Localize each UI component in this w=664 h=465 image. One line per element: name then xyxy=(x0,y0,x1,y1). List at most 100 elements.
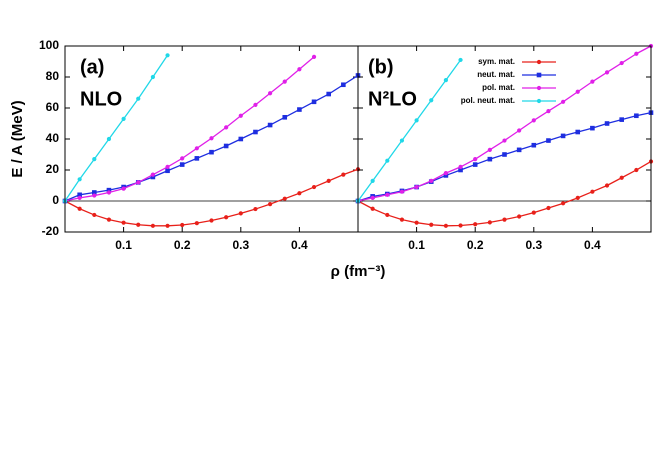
marker xyxy=(180,156,185,161)
x-tick-label: 0.2 xyxy=(467,238,484,252)
marker xyxy=(575,129,581,135)
y-tick-label: 0 xyxy=(52,193,59,207)
marker xyxy=(399,217,405,222)
marker xyxy=(165,164,170,169)
marker xyxy=(473,157,478,162)
x-tick-label: 0.3 xyxy=(525,238,542,252)
marker xyxy=(150,223,155,228)
marker xyxy=(516,147,522,153)
marker xyxy=(150,172,155,177)
marker xyxy=(150,74,155,80)
marker xyxy=(77,177,82,182)
marker xyxy=(253,102,258,107)
y-tick-label: 100 xyxy=(39,38,59,52)
marker xyxy=(429,178,434,183)
marker xyxy=(297,107,302,112)
marker xyxy=(165,223,170,228)
series-line xyxy=(64,56,315,202)
marker xyxy=(443,223,448,228)
marker xyxy=(311,184,317,190)
marker xyxy=(92,193,97,198)
marker xyxy=(165,168,170,174)
marker xyxy=(619,117,624,122)
marker xyxy=(458,223,463,228)
marker xyxy=(604,70,610,75)
marker xyxy=(546,109,551,114)
marker xyxy=(121,220,126,225)
marker xyxy=(326,178,331,183)
marker xyxy=(619,60,624,66)
marker xyxy=(92,157,97,162)
annotation: (b) xyxy=(368,56,394,78)
marker xyxy=(370,195,375,200)
marker xyxy=(429,222,434,227)
marker xyxy=(370,206,375,211)
marker xyxy=(238,113,243,118)
marker xyxy=(106,217,112,222)
marker xyxy=(502,138,507,143)
marker xyxy=(604,183,610,188)
legend-marker xyxy=(536,59,542,65)
series-line xyxy=(357,112,652,202)
marker xyxy=(136,180,141,185)
marker xyxy=(92,190,97,195)
legend-label: pol. mat. xyxy=(482,83,515,92)
x-tick-label: 0.1 xyxy=(115,238,132,252)
marker xyxy=(473,222,478,227)
marker xyxy=(282,196,287,201)
marker xyxy=(458,57,463,63)
x-tick-label: 0.4 xyxy=(584,238,601,252)
marker xyxy=(121,116,126,121)
series-line xyxy=(64,54,169,202)
marker xyxy=(179,162,185,167)
y-tick-label: 80 xyxy=(46,69,60,83)
marker xyxy=(150,174,156,180)
marker xyxy=(443,173,449,178)
marker xyxy=(590,125,595,131)
marker xyxy=(502,152,507,157)
x-tick-label: 0.2 xyxy=(174,238,191,252)
marker xyxy=(634,51,639,56)
marker xyxy=(634,113,639,119)
y-tick-label: 60 xyxy=(46,100,60,114)
marker xyxy=(561,201,566,206)
marker xyxy=(106,136,112,142)
marker xyxy=(575,195,580,200)
plot-frame xyxy=(357,45,652,233)
marker xyxy=(385,192,390,197)
marker xyxy=(634,167,639,173)
y-tick-label: 20 xyxy=(46,162,60,176)
marker xyxy=(282,115,288,120)
marker xyxy=(502,217,507,222)
marker xyxy=(414,184,419,190)
series-line xyxy=(64,168,359,227)
marker xyxy=(209,218,214,223)
marker xyxy=(458,167,463,173)
marker xyxy=(268,91,273,96)
marker xyxy=(517,128,522,133)
legend-label: neut. mat. xyxy=(477,70,515,79)
marker xyxy=(429,98,434,103)
x-tick-label: 0.3 xyxy=(232,238,249,252)
marker xyxy=(385,212,390,218)
marker xyxy=(341,82,346,88)
marker xyxy=(194,221,199,226)
marker xyxy=(341,172,346,177)
marker xyxy=(194,156,200,161)
marker xyxy=(458,164,463,169)
marker xyxy=(121,186,126,191)
marker xyxy=(224,215,229,220)
marker xyxy=(194,146,199,151)
marker xyxy=(487,220,492,225)
x-axis-label: ρ (fm⁻³) xyxy=(331,263,386,280)
marker xyxy=(604,121,610,126)
legend-label: sym. mat. xyxy=(478,57,515,66)
y-axis-label: E / A (MeV) xyxy=(9,100,26,177)
marker xyxy=(136,222,141,227)
marker xyxy=(370,178,375,183)
marker xyxy=(575,89,580,94)
marker xyxy=(253,129,258,135)
marker xyxy=(590,189,595,194)
marker xyxy=(546,205,551,211)
